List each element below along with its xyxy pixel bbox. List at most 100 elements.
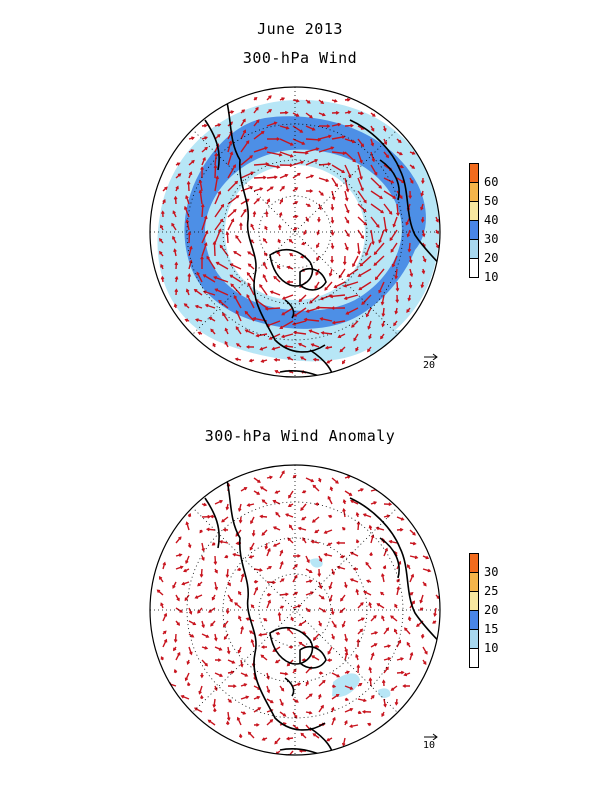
- top-cbar-label: 20: [484, 251, 499, 265]
- wind-vector-head: [341, 360, 346, 365]
- wind-vector-head: [270, 699, 274, 704]
- wind-vector: [227, 218, 235, 231]
- wind-vector: [298, 343, 307, 348]
- wind-vector-head: [204, 646, 209, 650]
- wind-vector-head: [365, 313, 370, 318]
- wind-vector-head: [319, 296, 324, 301]
- wind-vector-head: [192, 621, 197, 626]
- wind-vector-head: [172, 210, 176, 214]
- wind-vector-head: [327, 651, 331, 655]
- wind-vector-head: [298, 622, 303, 626]
- wind-vector: [214, 176, 219, 192]
- wind-vector-head: [243, 487, 248, 491]
- wind-vector-head: [294, 591, 299, 596]
- bottom-map: [149, 464, 441, 756]
- wind-vector-head: [274, 175, 278, 180]
- wind-vector-head: [240, 573, 245, 577]
- wind-vector-head: [177, 651, 181, 656]
- wind-vector-head: [380, 591, 384, 596]
- wind-vector-head: [256, 491, 261, 495]
- wind-vector-head: [261, 532, 265, 536]
- wind-vector: [235, 235, 242, 244]
- wind-vector-head: [268, 336, 273, 340]
- wind-vector-head: [329, 294, 334, 299]
- wind-vector-head: [272, 580, 277, 585]
- wind-vector-head: [356, 638, 361, 643]
- wind-vector-head: [388, 211, 393, 215]
- wind-vector: [344, 203, 350, 213]
- wind-vector-head: [370, 534, 375, 538]
- wind-vector: [218, 300, 229, 309]
- wind-vector: [201, 243, 208, 257]
- top-gridlines: [150, 87, 440, 377]
- wind-vector: [214, 165, 217, 179]
- wind-vector-head: [250, 223, 254, 228]
- wind-vector-head: [309, 693, 313, 697]
- wind-vector-head: [288, 238, 293, 243]
- wind-vector-head: [376, 603, 380, 607]
- wind-vector: [233, 553, 242, 557]
- top-cbar-label: 60: [484, 175, 499, 189]
- wind-vector: [279, 470, 285, 479]
- wind-vector-head: [234, 180, 239, 185]
- wind-vector-head: [318, 585, 323, 590]
- wind-vector-head: [273, 121, 278, 125]
- wind-vector-head: [235, 195, 240, 199]
- wind-vector: [389, 229, 398, 241]
- wind-vector-head: [331, 636, 335, 640]
- wind-vector: [227, 164, 236, 179]
- wind-vector-head: [186, 180, 191, 185]
- wind-vector-head: [194, 318, 199, 322]
- wind-vector-head: [373, 251, 378, 256]
- wind-vector: [206, 256, 216, 270]
- wind-vector: [240, 119, 246, 127]
- wind-vector-head: [299, 129, 304, 133]
- wind-vector-head: [202, 290, 207, 294]
- wind-vector-head: [326, 124, 331, 129]
- wind-vector-head: [349, 724, 353, 728]
- wind-vector-head: [323, 552, 328, 557]
- wind-vector-head: [306, 559, 310, 564]
- wind-vector: [214, 191, 221, 205]
- wind-vector-head: [207, 514, 212, 519]
- wind-vector: [312, 484, 320, 492]
- wind-vector: [279, 151, 293, 158]
- wind-vector-head: [409, 273, 414, 278]
- wind-vector-head: [325, 178, 330, 183]
- wind-vector-head: [267, 547, 271, 552]
- wind-vector-head: [242, 129, 247, 134]
- wind-vector: [331, 477, 339, 484]
- wind-vector: [346, 307, 359, 315]
- wind-vector-head: [177, 173, 182, 177]
- wind-vector-head: [435, 230, 439, 235]
- wind-vector-head: [228, 140, 233, 145]
- wind-vector-head: [222, 527, 227, 532]
- wind-vector-head: [245, 695, 250, 700]
- wind-vector-head: [328, 585, 333, 590]
- wind-vector: [287, 627, 294, 635]
- wind-vector-head: [317, 573, 322, 578]
- wind-vector-head: [246, 198, 250, 203]
- wind-vector: [318, 146, 334, 153]
- wind-vector-head: [342, 507, 346, 512]
- wind-vector-head: [263, 175, 267, 180]
- wind-vector: [370, 164, 378, 176]
- wind-vector-head: [280, 334, 285, 339]
- wind-vector-head: [212, 342, 216, 347]
- wind-vector-head: [280, 688, 285, 692]
- wind-vector-head: [328, 273, 333, 277]
- wind-vector-head: [237, 649, 242, 654]
- wind-vector-head: [239, 222, 243, 226]
- wind-vector: [392, 255, 398, 267]
- wind-vector-head: [358, 286, 362, 291]
- wind-vector-head: [355, 348, 359, 352]
- wind-vector-head: [259, 283, 263, 288]
- wind-vector: [344, 490, 352, 496]
- wind-vector-head: [380, 573, 385, 577]
- wind-vector: [312, 516, 320, 523]
- wind-vector: [383, 548, 388, 557]
- wind-vector-head: [317, 137, 322, 142]
- wind-vector-head: [260, 654, 264, 659]
- wind-vector-head: [277, 224, 282, 228]
- wind-vector: [181, 695, 190, 700]
